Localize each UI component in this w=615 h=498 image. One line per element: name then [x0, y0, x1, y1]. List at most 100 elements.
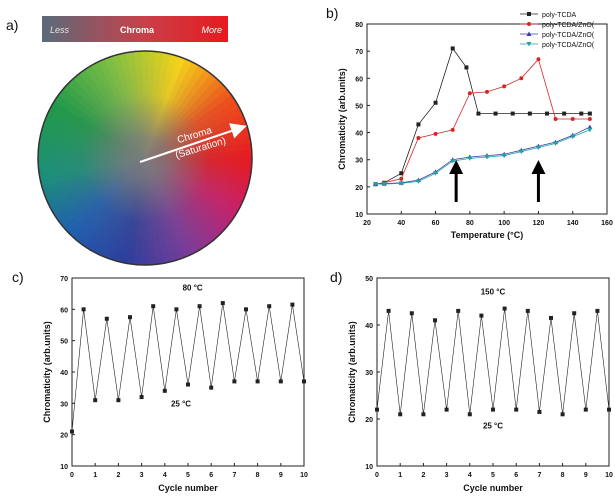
chart-b-xtick-label: 60 — [432, 220, 440, 227]
chart-c-series-0-point — [93, 398, 98, 403]
chart-c-xtick-label: 4 — [163, 472, 167, 479]
chart-b-ytick-label: 10 — [355, 212, 363, 219]
chart-b-legend-marker — [526, 42, 532, 47]
chart-c-ytick-label: 20 — [60, 433, 68, 440]
chart-c-annotation: 80 °C — [183, 284, 203, 293]
chart-d-ytick-label: 40 — [365, 323, 373, 330]
chart-c-series-0-point — [116, 398, 121, 403]
chart-c-series-0-point — [151, 304, 156, 309]
chart-b-series-3-point — [501, 153, 507, 159]
chart-b-legend-marker — [527, 12, 531, 16]
chart-c-ytick-label: 70 — [60, 276, 68, 283]
chart-d-series-0-point — [386, 308, 391, 313]
chart-c-series-0-point — [81, 307, 86, 312]
chart-b-legend-label: poly-TCDA/ZnO( — [542, 22, 595, 29]
chart-b-xtick-label: 100 — [498, 220, 510, 227]
chart-b-series-0-point — [399, 171, 404, 176]
chart-b-series-1-point — [433, 131, 438, 136]
chart-b: 20 40 60 80 100 120 140 1601020304050607080Temp… — [337, 12, 613, 240]
chart-b-series-0-point — [450, 46, 455, 51]
chart-b-series-0-point — [562, 111, 567, 116]
chart-c-xtick-label: 2 — [116, 472, 120, 479]
chart-b-series-0-point — [587, 111, 592, 116]
chart-b-series-3-point — [415, 179, 421, 184]
chart-d-annotation: 150 °C — [481, 287, 506, 296]
chart-c-xtick-label: 1 — [93, 472, 97, 479]
chart-b-series-1-point — [570, 117, 575, 121]
chart-b-xtick-label: 160 — [601, 220, 613, 227]
chart-b-series-1-point — [467, 91, 472, 96]
chart-b-series-3-point — [535, 145, 541, 150]
chart-d-xtick-label: 7 — [537, 472, 541, 479]
color-wheel: Chroma (Saturation) — [37, 50, 253, 266]
chart-d-series-0-point — [595, 308, 600, 313]
chart-d-series-0-point — [583, 407, 588, 412]
chart-b-series-1-line — [375, 58, 590, 185]
chart-b-legend-label: poly-TCDA — [542, 12, 577, 19]
chart-b-ytick-label: 20 — [355, 185, 363, 192]
chroma-arrow — [139, 123, 247, 163]
chart-c-annotation: 25 °C — [171, 399, 191, 408]
chart-d-series-0-point — [433, 318, 437, 323]
chart-b-series-0-point — [527, 111, 532, 116]
chart-b-series-3-line — [375, 129, 591, 185]
chart-c-series-0-line — [71, 303, 305, 432]
chart-d-series-0-point — [560, 412, 565, 417]
chart-c-series-0-point — [278, 379, 283, 384]
chart-b-series-3-point — [398, 181, 404, 186]
chart-b-series-3-point — [553, 141, 559, 146]
chart-d-ytick-label: 10 — [365, 464, 373, 471]
chart-b-arrow-head — [531, 160, 546, 174]
chart-d-series-0-point — [456, 308, 461, 313]
chart-d-plot-frame — [376, 277, 610, 467]
chart-d-series-0-point — [467, 412, 472, 417]
chart-d-xtick-label: 4 — [468, 472, 472, 479]
chart-c-series-0-point — [104, 316, 109, 321]
chart-b-series-3-point — [467, 156, 473, 161]
chart-d-xtick-label: 3 — [445, 472, 449, 479]
chart-b-series-1-point — [399, 176, 404, 181]
chart-c-series-0-point — [209, 385, 214, 390]
chart-b-series-3-point — [373, 182, 379, 187]
chart-c-series-0-point — [162, 388, 167, 393]
chart-b-series-0-point — [579, 111, 584, 116]
chart-c-xtick-label: 6 — [209, 472, 213, 479]
chart-d-ytick-label: 30 — [365, 370, 373, 377]
chart-d-series-0-point — [479, 313, 484, 318]
chart-d-series-0-point — [607, 407, 611, 412]
chart-d-series-0-point — [375, 407, 379, 412]
chart-c-series-0-point — [244, 307, 248, 312]
chart-c-series-0-point — [128, 315, 132, 320]
chart-b-xlabel: Temperature (°C) — [451, 230, 523, 240]
chart-c-series-0-point — [197, 304, 202, 309]
chart-b-series-0-point — [510, 111, 515, 116]
chart-d-xtick-label: 1 — [398, 472, 402, 479]
chart-b-series-0-point — [433, 100, 438, 105]
chart-c-ytick-label: 10 — [60, 464, 68, 471]
chart-d-xtick-label: 9 — [584, 472, 588, 479]
chart-c-xtick-label: 7 — [232, 472, 236, 479]
chart-c-xtick-label: 3 — [140, 472, 144, 479]
chart-b-plot-frame — [366, 23, 608, 215]
chart-d-series-0-point — [444, 407, 449, 412]
chart-b-ytick-label: 80 — [355, 22, 363, 29]
chart-c-ytick-label: 50 — [60, 339, 68, 346]
chart-c-series-0-point — [174, 307, 179, 312]
chart-b-ylabel: Chromaticity (arb.units) — [337, 68, 347, 170]
chart-b-series-3-point — [450, 159, 456, 164]
chart-b-series-1-point — [553, 117, 558, 121]
chart-b-arrow-head — [449, 160, 464, 174]
chart-b-ytick-label: 50 — [355, 103, 363, 110]
panel-label-b: b) — [326, 5, 338, 21]
chart-b-series-2-line — [375, 126, 591, 185]
chart-b-legend-marker — [527, 22, 531, 26]
panel-label-a: a) — [6, 17, 18, 33]
chart-c-series-0-point — [255, 379, 260, 384]
chart-d-xtick-label: 10 — [605, 472, 613, 479]
chart-d-series-0-point — [537, 409, 542, 414]
chart-c-series-0-point — [220, 301, 225, 306]
chart-b-xtick-label: 140 — [567, 220, 579, 227]
chart-c-ylabel: Chromaticity (arb.units) — [42, 321, 52, 423]
chart-b-series-0-point — [476, 111, 481, 116]
